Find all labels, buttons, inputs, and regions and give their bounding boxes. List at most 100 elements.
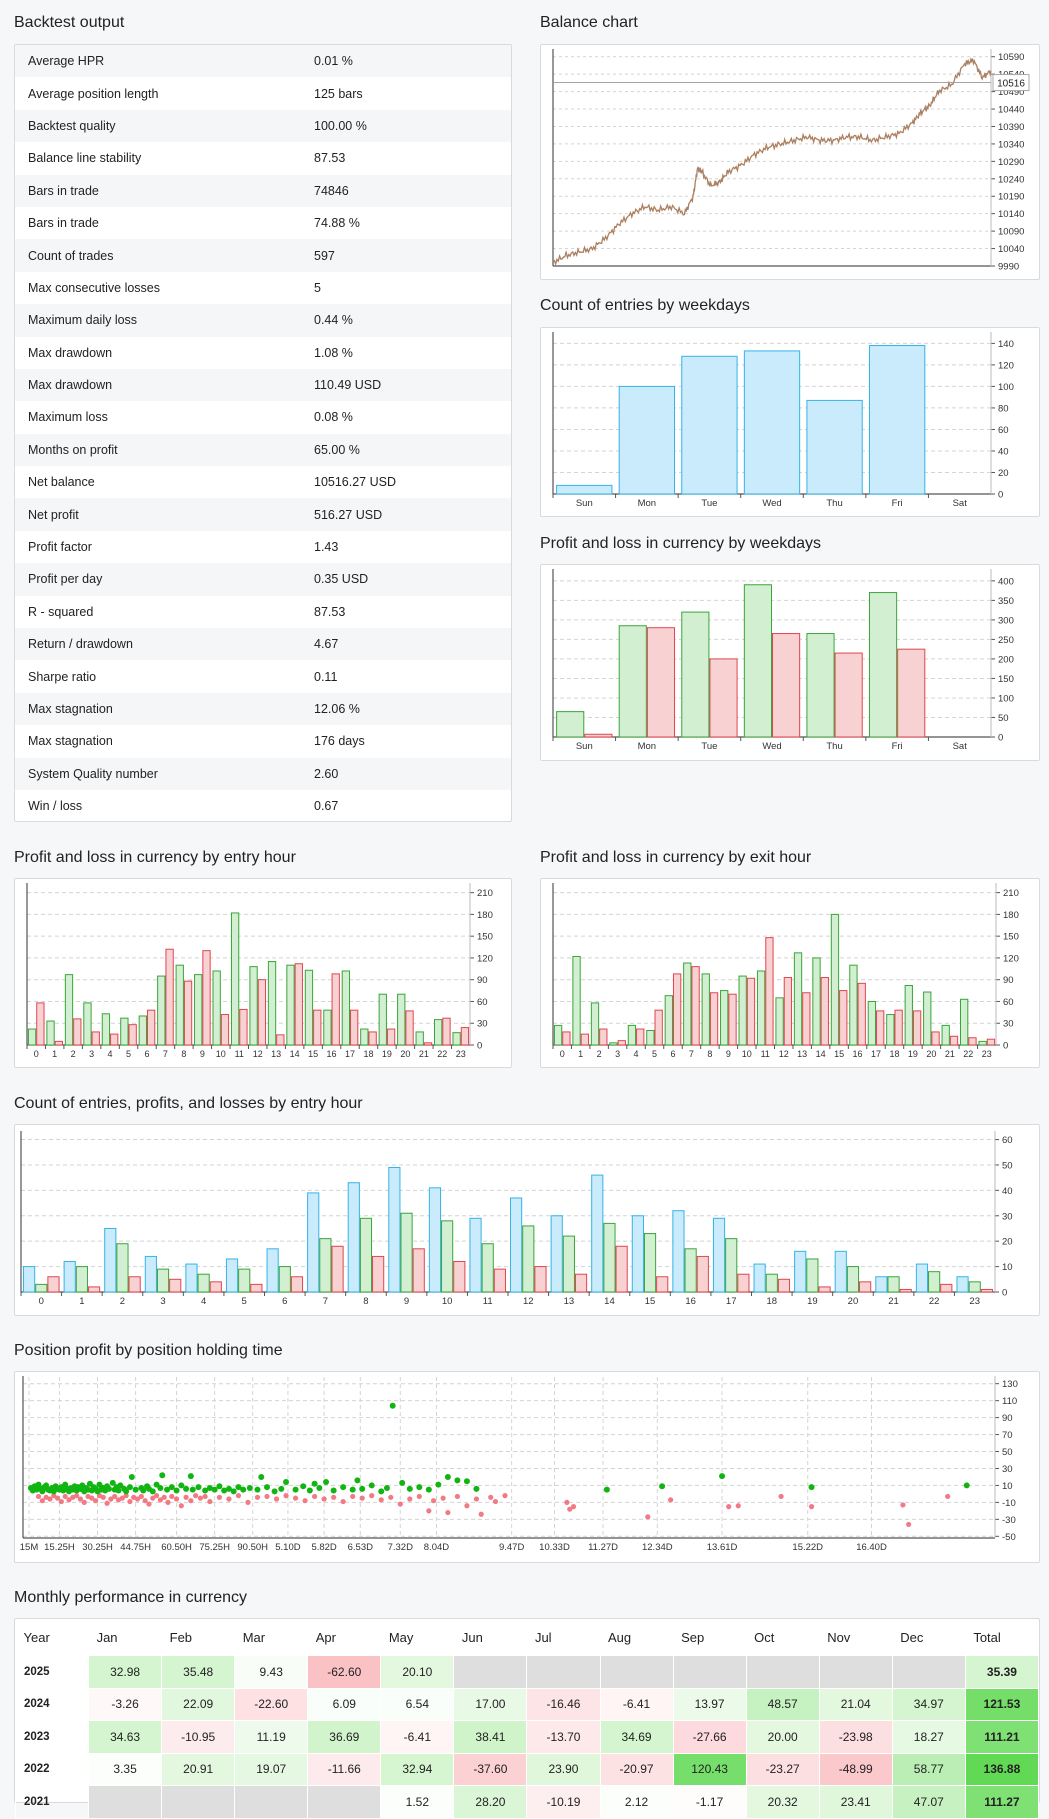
stat-value: 74846 xyxy=(314,183,349,198)
month-cell: -37.60 xyxy=(453,1752,528,1786)
bar xyxy=(350,1009,359,1046)
bar xyxy=(104,1227,117,1293)
pl-weekdays-chart: 0 50 100 150 200 250 300 350 400 Sun Mon Tue Wed Thu F… xyxy=(540,564,1040,761)
bar xyxy=(867,1000,877,1046)
loss-point xyxy=(735,1503,741,1509)
stat-value: 0.11 xyxy=(314,669,338,684)
pl-entry-hour-title: Profit and loss in currency by entry hou… xyxy=(14,849,296,866)
bar xyxy=(834,1250,847,1293)
y-tick-label: 10590 xyxy=(998,52,1024,63)
profit-point xyxy=(278,1485,285,1492)
bar xyxy=(968,1037,977,1046)
stat-row: Win / loss 0.67 xyxy=(15,790,511,822)
bar xyxy=(197,1273,210,1293)
x-tick-label: 5.10D xyxy=(275,1542,300,1553)
x-tick-label: 30.25H xyxy=(82,1542,113,1553)
month-cell: -48.99 xyxy=(818,1752,893,1786)
loss-point xyxy=(350,1493,356,1500)
monthly-performance-table: Year Jan Feb Mar Apr May Jun Jul Aug Sep Oct Nov Dec… xyxy=(14,1618,1040,1819)
total-cell: 111.27 xyxy=(964,1785,1040,1819)
y-tick-label: -50 xyxy=(1002,1532,1016,1543)
bar xyxy=(912,1010,922,1046)
loss-point xyxy=(808,1504,815,1510)
x-tick-label: 8 xyxy=(181,1049,186,1059)
stat-label: Backtest quality xyxy=(28,118,116,133)
profit-point xyxy=(132,1486,139,1493)
x-tick-label: 90.50H xyxy=(237,1542,268,1553)
bar xyxy=(249,966,258,1046)
month-header: Year xyxy=(23,1629,50,1645)
y-tick-label: 210 xyxy=(1003,888,1019,899)
x-tick-label: 15 xyxy=(834,1049,844,1059)
x-tick-label: 23 xyxy=(982,1049,992,1059)
bar xyxy=(534,1266,547,1293)
x-tick-label: 5 xyxy=(126,1049,131,1059)
bar xyxy=(720,990,729,1046)
y-tick-label: 10190 xyxy=(998,192,1024,203)
bar xyxy=(818,1286,831,1293)
stat-label: Maximum loss xyxy=(28,410,108,425)
y-tick-label: -10 xyxy=(1002,1498,1016,1509)
bar xyxy=(185,1263,198,1293)
profit-point xyxy=(123,1488,130,1495)
y-tick-label: 130 xyxy=(1002,1379,1018,1390)
x-tick-label: 9 xyxy=(200,1049,205,1059)
stat-value: 10516.27 USD xyxy=(314,475,397,490)
stat-row: Max stagnation 176 days xyxy=(15,725,511,757)
loss-point xyxy=(454,1493,460,1500)
profit-point xyxy=(719,1473,726,1480)
profit-point xyxy=(126,1484,133,1491)
loss-point xyxy=(235,1493,242,1499)
loss-point xyxy=(47,1496,53,1502)
bar xyxy=(986,1038,996,1046)
stat-row: Sharpe ratio 0.11 xyxy=(15,660,511,692)
x-tick-label: 12 xyxy=(779,1049,789,1059)
bar xyxy=(442,1017,451,1046)
month-cell: 20.91 xyxy=(161,1752,236,1786)
backtest-output-title: Backtest output xyxy=(14,14,125,31)
month-cell: 34.69 xyxy=(599,1720,674,1754)
bar xyxy=(423,1042,433,1046)
stat-label: Bars in trade xyxy=(28,183,99,198)
bar xyxy=(276,1034,285,1046)
loss-point xyxy=(726,1504,732,1510)
month-cell: -62.60 xyxy=(307,1655,382,1689)
month-header: Oct xyxy=(754,1629,775,1645)
y-tick-label: 350 xyxy=(998,596,1014,607)
bar xyxy=(165,948,174,1046)
bar xyxy=(225,1258,239,1293)
month-header: May xyxy=(388,1629,414,1645)
profit-point xyxy=(454,1477,461,1484)
stat-label: Bars in trade xyxy=(28,216,99,231)
profit-point xyxy=(368,1482,375,1489)
bar xyxy=(712,1217,726,1293)
bar xyxy=(765,937,774,1046)
x-tick-label: 22 xyxy=(963,1049,973,1059)
stat-label: R - squared xyxy=(28,604,94,619)
y-tick-label: 50 xyxy=(1002,1447,1013,1458)
bar xyxy=(684,1248,697,1293)
profit-point xyxy=(316,1484,323,1491)
month-header: Nov xyxy=(827,1629,851,1645)
bar xyxy=(239,1008,248,1046)
y-tick-label: 90 xyxy=(477,975,488,986)
profit-point xyxy=(187,1473,194,1480)
loss-point xyxy=(119,1495,125,1501)
bar xyxy=(388,1166,401,1293)
x-tick-label: 14 xyxy=(604,1296,615,1307)
year-cell: 2025 xyxy=(14,1655,90,1689)
y-tick-label: 60 xyxy=(998,425,1009,436)
bar xyxy=(857,982,866,1046)
monthly-title: Monthly performance in currency xyxy=(14,1589,247,1606)
x-tick-label: 7 xyxy=(323,1296,328,1307)
profit-point xyxy=(378,1488,385,1495)
x-tick-label: 17 xyxy=(871,1049,881,1059)
y-tick-label: 60 xyxy=(1002,1135,1013,1146)
bar xyxy=(681,355,738,495)
month-header: Jun xyxy=(461,1629,483,1645)
bar xyxy=(709,658,738,738)
count-entry-hour-title: Count of entries, profits, and losses by… xyxy=(14,1095,363,1112)
stat-label: Average HPR xyxy=(28,54,105,69)
x-tick-label: 23 xyxy=(456,1049,466,1059)
loss-point xyxy=(488,1494,494,1500)
